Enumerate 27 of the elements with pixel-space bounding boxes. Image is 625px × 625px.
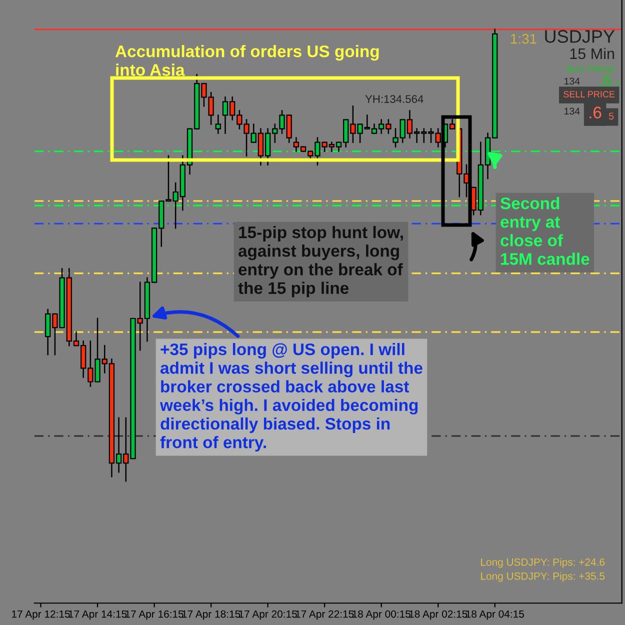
text: BUY PRICE bbox=[567, 66, 615, 72]
text: Long USDJPY: Pips: +24.6 bbox=[481, 558, 605, 568]
annotation: 15-pip stop hunt low, against buyers, long entry on the break of the 15 pip line bbox=[238, 226, 403, 298]
text: 15 Min bbox=[570, 48, 614, 60]
candlestick bbox=[215, 114, 221, 134]
x-tick-label: 17 Apr 16:15 bbox=[126, 610, 184, 620]
annotation: +35 pips long @ US open. I will admit I was short selling until the broker crossed back above last week’s high. I avoided becoming directionally biased. Stops in front of entry. bbox=[160, 343, 422, 452]
text: SELL PRICE bbox=[564, 91, 615, 98]
annotation: YH:134.564 bbox=[365, 95, 424, 103]
text: .6 bbox=[590, 106, 602, 118]
text: Long USDJPY: Pips: +35.5 bbox=[481, 572, 605, 582]
text: .6 bbox=[600, 74, 612, 86]
text: USDJPY bbox=[545, 30, 615, 43]
x-tick-label: 18 Apr 00:15 bbox=[352, 610, 410, 620]
x-tick-label: 17 Apr 14:15 bbox=[68, 610, 127, 620]
text: Second entry at close of 15M candle bbox=[500, 197, 590, 265]
x-tick-label: 18 Apr 04:15 bbox=[466, 610, 524, 620]
text: 134 bbox=[564, 108, 580, 115]
x-tick-label: 18 Apr 02:15 bbox=[409, 610, 468, 620]
x-tick-label: 17 Apr 18:15 bbox=[182, 610, 240, 620]
x-tick-label: 17 Apr 20:15 bbox=[239, 610, 297, 620]
x-tick-label: 17 Apr 22:15 bbox=[296, 610, 354, 620]
x-tick-label: 17 Apr 12:15 bbox=[12, 610, 70, 620]
annotation: Accumulation of orders US going into Asia bbox=[115, 45, 379, 76]
text: 5 bbox=[608, 112, 614, 120]
text: 134 bbox=[564, 78, 580, 85]
text: 1:31 bbox=[511, 34, 536, 44]
